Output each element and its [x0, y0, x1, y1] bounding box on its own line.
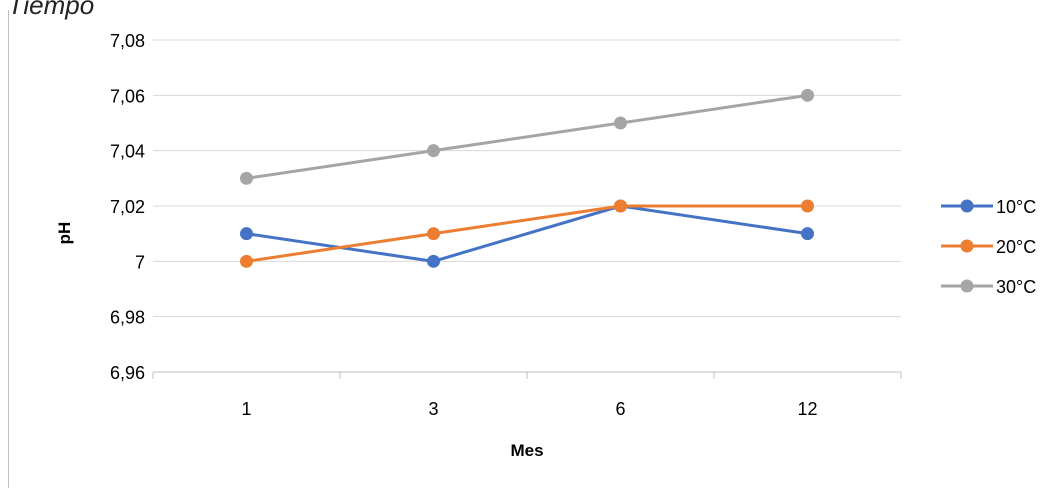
- y-tick-label: 7,02: [110, 197, 145, 217]
- x-tick-label: 1: [241, 399, 251, 419]
- y-tick-label: 7,06: [110, 86, 145, 106]
- legend: 10°C 20°C 30°C: [941, 197, 1036, 297]
- legend-label: 10°C: [996, 197, 1036, 217]
- data-point: [614, 116, 627, 130]
- x-tick-label: 3: [428, 399, 438, 419]
- data-point: [801, 227, 814, 241]
- legend-label: 20°C: [996, 237, 1036, 257]
- data-point: [427, 254, 440, 268]
- data-point: [427, 227, 440, 241]
- series-lines: [240, 88, 814, 268]
- legend-label: 30°C: [996, 277, 1036, 297]
- data-point: [240, 254, 253, 268]
- chart-frame: [8, 10, 1060, 488]
- series-line: [246, 204, 808, 263]
- data-point: [614, 199, 627, 213]
- gridlines: [153, 39, 901, 373]
- data-point: [240, 171, 253, 185]
- y-tick-label: 7,04: [110, 142, 145, 162]
- x-tick-label: 12: [797, 399, 817, 419]
- data-point: [801, 88, 814, 102]
- y-tick-label: 6,96: [110, 363, 145, 383]
- y-axis-label: pH: [55, 222, 74, 245]
- series-line: [246, 204, 808, 263]
- series-line: [246, 93, 808, 180]
- data-point: [240, 227, 253, 241]
- legend-swatch-marker: [960, 239, 974, 253]
- legend-swatch-marker: [960, 279, 974, 293]
- x-axis-label: Mes: [510, 441, 543, 460]
- data-point: [427, 144, 440, 158]
- y-tick-label: 6,98: [110, 308, 145, 328]
- x-tick-label: 6: [615, 399, 625, 419]
- y-tick-label: 7,08: [110, 31, 145, 51]
- legend-swatch-marker: [960, 199, 974, 213]
- y-tick-label: 7: [135, 252, 145, 272]
- data-point: [801, 199, 814, 213]
- x-axis: 1 3 6 12: [152, 372, 902, 419]
- y-tick-labels: 6,96 6,98 7 7,02 7,04 7,06 7,08: [110, 31, 145, 383]
- chart-top-label: e Tiempo: [0, 0, 95, 20]
